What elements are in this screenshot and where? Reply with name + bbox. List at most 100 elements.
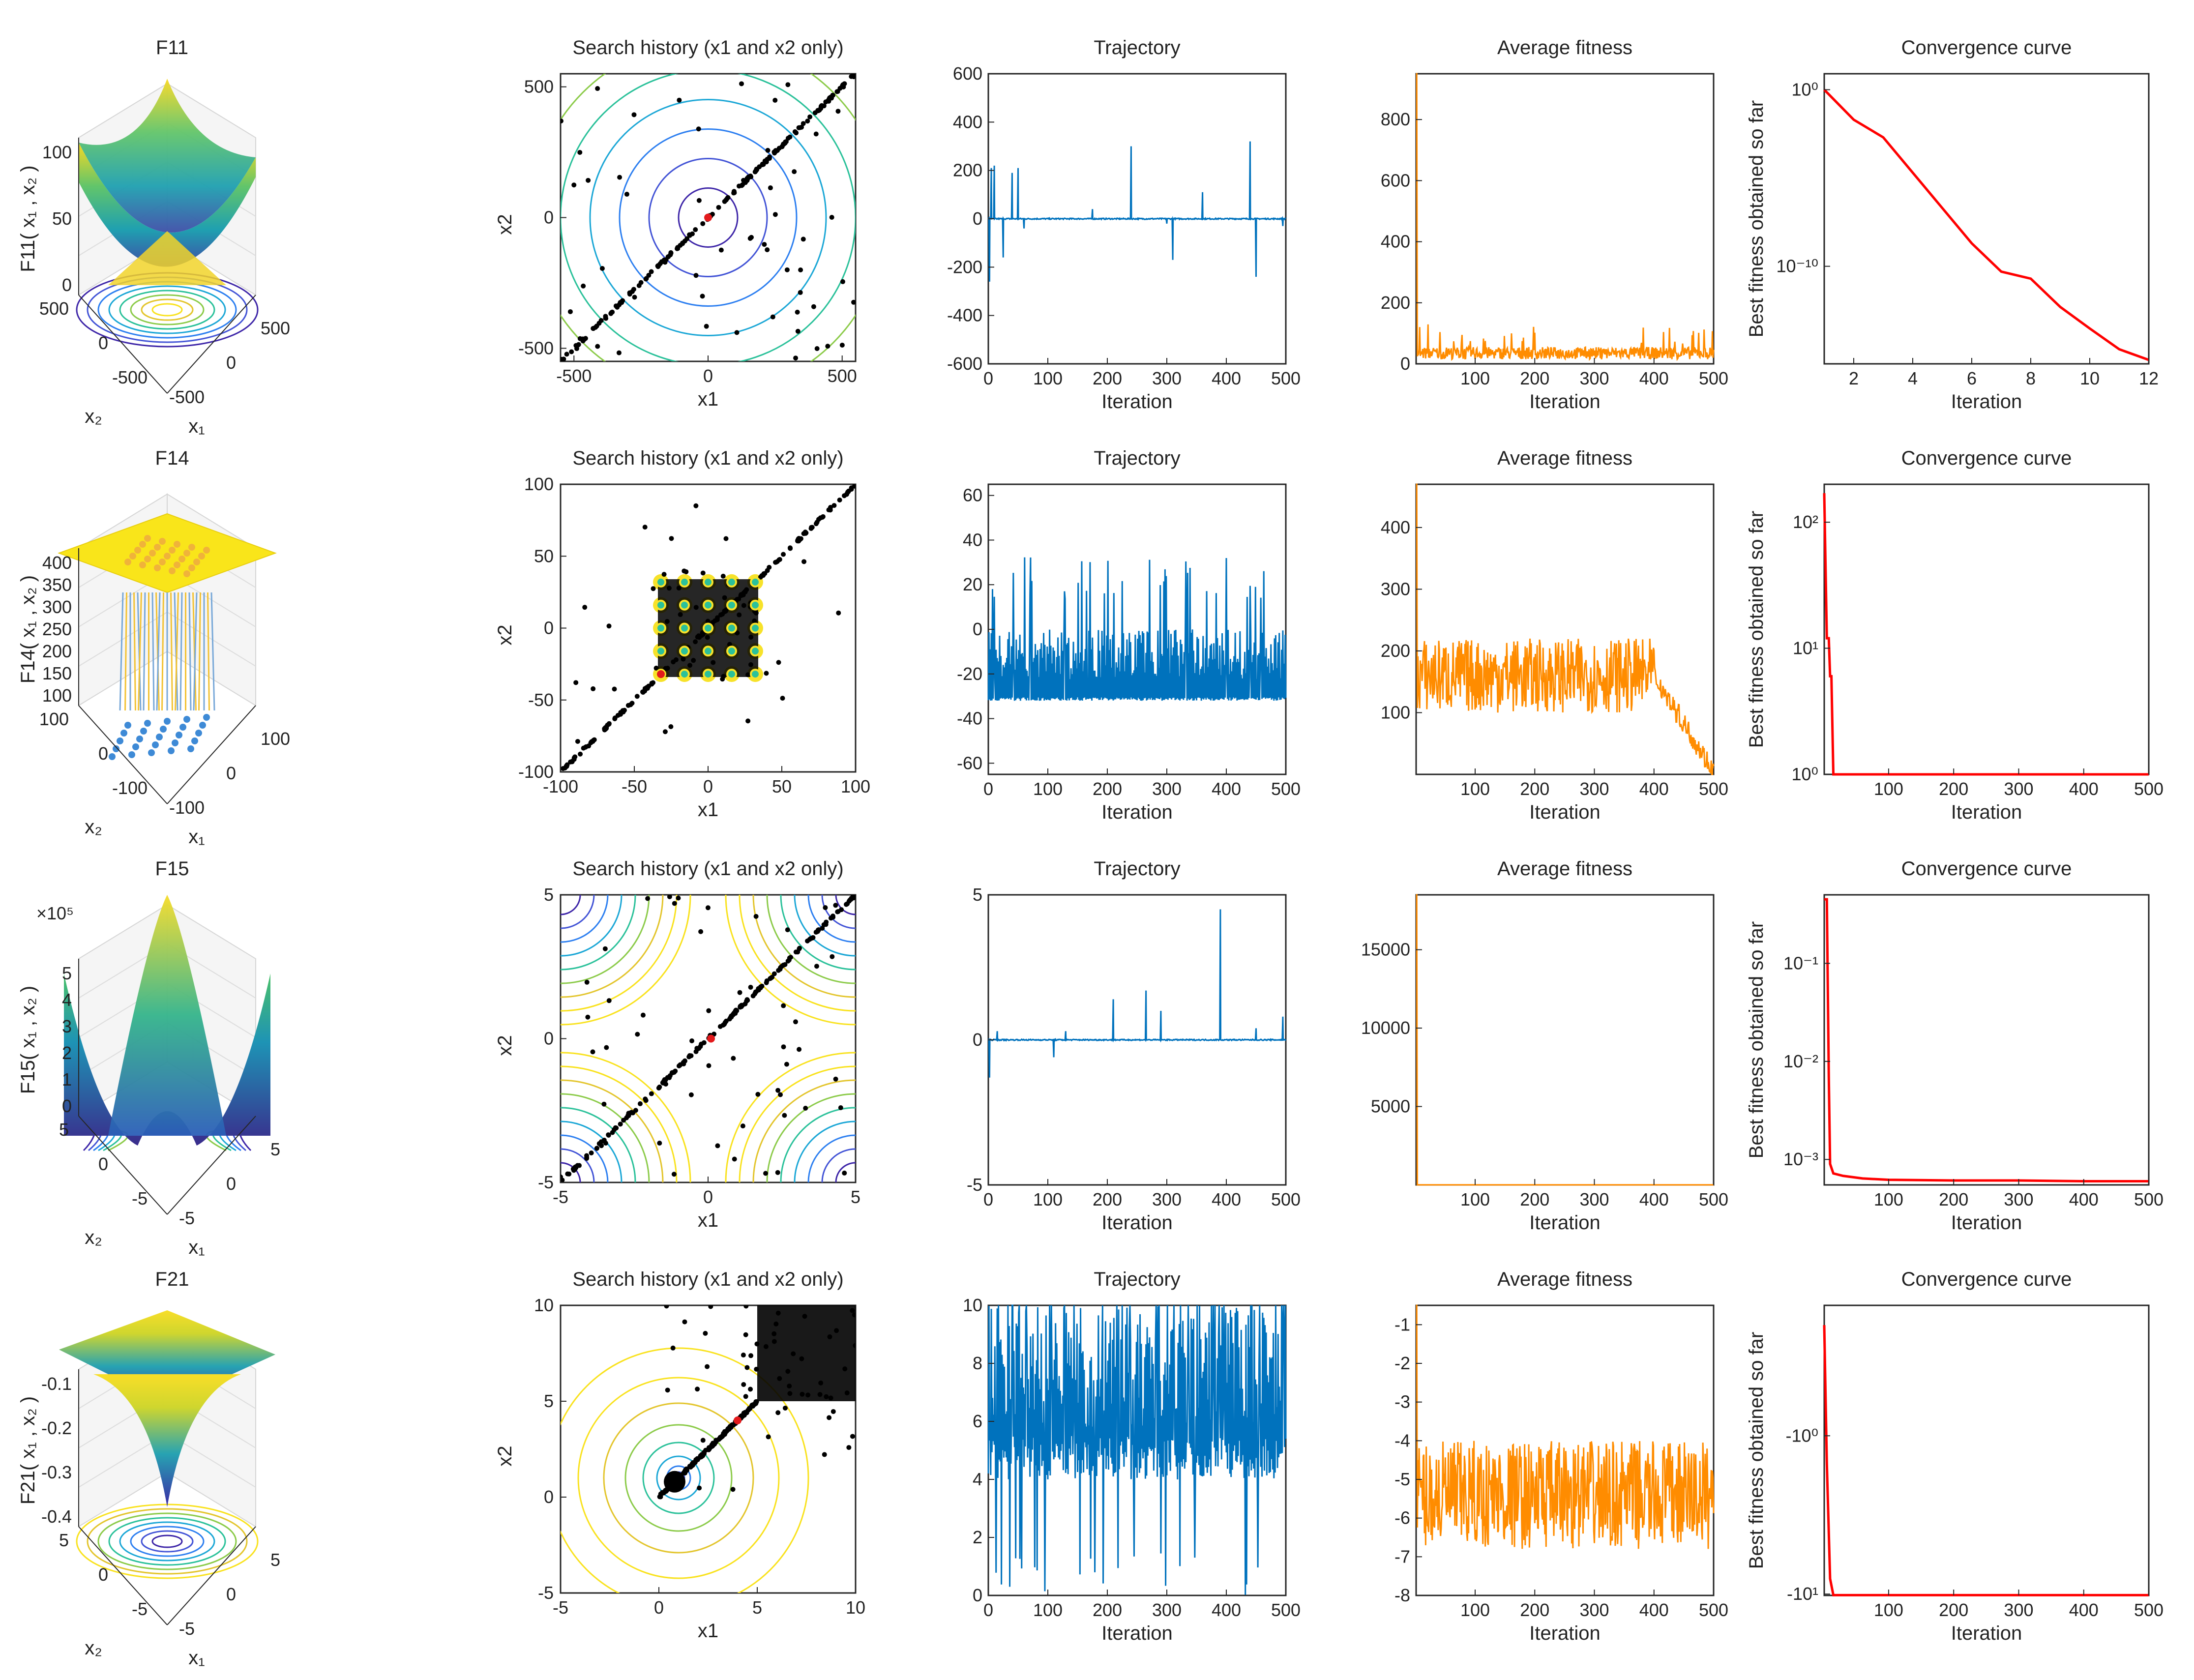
surface-hole (203, 547, 210, 554)
y-tick-label: 0 (973, 1030, 982, 1050)
convergence-axes (1823, 73, 2150, 365)
history-point (833, 1076, 838, 1082)
history-point (696, 1046, 702, 1051)
history-point (561, 359, 563, 361)
history-point (723, 1018, 729, 1024)
floor-contour (187, 745, 194, 752)
history-point (827, 1415, 832, 1420)
y-tick-label: 600 (953, 63, 982, 84)
history-point (775, 1410, 781, 1415)
x2-axis-label: x₂ (85, 1637, 102, 1659)
contour-ring (561, 1347, 809, 1593)
history-point (813, 131, 819, 137)
surface-hole (169, 547, 176, 554)
history-point (574, 346, 579, 352)
trajectory-x-label: Iteration (1101, 1212, 1173, 1234)
z-axis-label: F11( x₁ , x₂ ) (17, 165, 39, 272)
best-solution-marker (734, 1416, 741, 1424)
history-point (716, 205, 721, 210)
history-point (723, 536, 729, 541)
history-point (838, 1105, 843, 1111)
history-point (649, 681, 654, 687)
history-point (684, 1466, 689, 1472)
history-point (692, 1460, 698, 1465)
history-point (724, 1428, 730, 1433)
history-point (743, 1305, 749, 1309)
average-title: Average fitness (1497, 1268, 1632, 1290)
history-point (680, 241, 685, 246)
history-point (581, 283, 586, 289)
y-tick-label: -10⁰ (1786, 1425, 1818, 1445)
history-point (805, 118, 810, 124)
floor-contour (141, 298, 194, 321)
y-tick-label: 10⁻¹ (1783, 953, 1818, 973)
history-point (737, 990, 742, 995)
history-point (787, 955, 792, 961)
x-tick-label: 500 (2134, 1189, 2164, 1209)
surface-hole (188, 564, 195, 571)
convergence-title: Convergence curve (1901, 37, 2072, 59)
history-point (668, 724, 674, 730)
x-tick-label: 500 (1271, 779, 1301, 799)
floor-contour (136, 736, 143, 742)
floor-contour (156, 734, 163, 740)
history-point (775, 1170, 780, 1175)
x-tick-label: -5 (553, 1187, 568, 1207)
history-point (706, 1063, 712, 1068)
surface-spike (151, 592, 155, 711)
x-tick-label: 0 (703, 1187, 713, 1207)
search-history-panel: Search history (x1 and x2 only) -5-5 0 0 5 5 1… (494, 1268, 865, 1642)
history-point (745, 998, 750, 1003)
history-point (606, 998, 612, 1003)
history-point (671, 1172, 677, 1177)
floor-contour (128, 751, 135, 758)
history-point (704, 324, 709, 329)
x-tick-label: 300 (1579, 368, 1609, 388)
history-point (801, 559, 807, 564)
floor-contour (176, 732, 182, 738)
history-hole-marker (750, 599, 761, 611)
floor-contour (119, 290, 215, 330)
surface-spike (179, 592, 183, 711)
x1-axis (167, 1116, 256, 1215)
history-point (627, 290, 632, 295)
history-points (561, 895, 856, 1182)
history-point (676, 895, 681, 901)
history-point (787, 134, 793, 140)
history-point (668, 250, 674, 255)
y-tick-label: 5000 (1371, 1096, 1410, 1117)
convergence-line (1823, 88, 2149, 361)
history-point (851, 299, 856, 305)
history-point (657, 1084, 662, 1090)
surface-peak (108, 231, 226, 285)
x-tick-label: 100 (1874, 1600, 1903, 1620)
history-point (594, 1146, 600, 1151)
x2-tick-label: 100 (39, 709, 69, 729)
x1-tick-label: 0 (226, 1174, 236, 1194)
history-point (644, 276, 649, 281)
floor-contour (117, 737, 123, 744)
convergence-title: Convergence curve (1901, 858, 2072, 880)
average-fitness-line (1416, 483, 1715, 775)
surface-hole (198, 553, 205, 560)
z-tick-label: -0.3 (41, 1462, 72, 1482)
history-point (576, 342, 581, 347)
average-axes (1415, 894, 1715, 1186)
z-tick-label: 150 (42, 663, 72, 683)
y-tick-label: 50 (534, 546, 554, 566)
history-point (794, 130, 799, 136)
history-point (781, 1044, 786, 1050)
y-tick-label: 200 (953, 160, 982, 180)
history-point (830, 914, 836, 920)
history-point (825, 344, 830, 349)
history-point (767, 154, 772, 160)
surface-hole (144, 556, 151, 562)
x-tick-label: 400 (1639, 779, 1669, 799)
x-tick-label: 5 (851, 1187, 860, 1207)
trajectory-line (987, 141, 1286, 282)
history-points (561, 484, 856, 771)
z-axis-label: F15( x₁ , x₂ ) (17, 986, 39, 1094)
history-x-label: x1 (698, 388, 718, 410)
surface-spike (156, 592, 161, 711)
